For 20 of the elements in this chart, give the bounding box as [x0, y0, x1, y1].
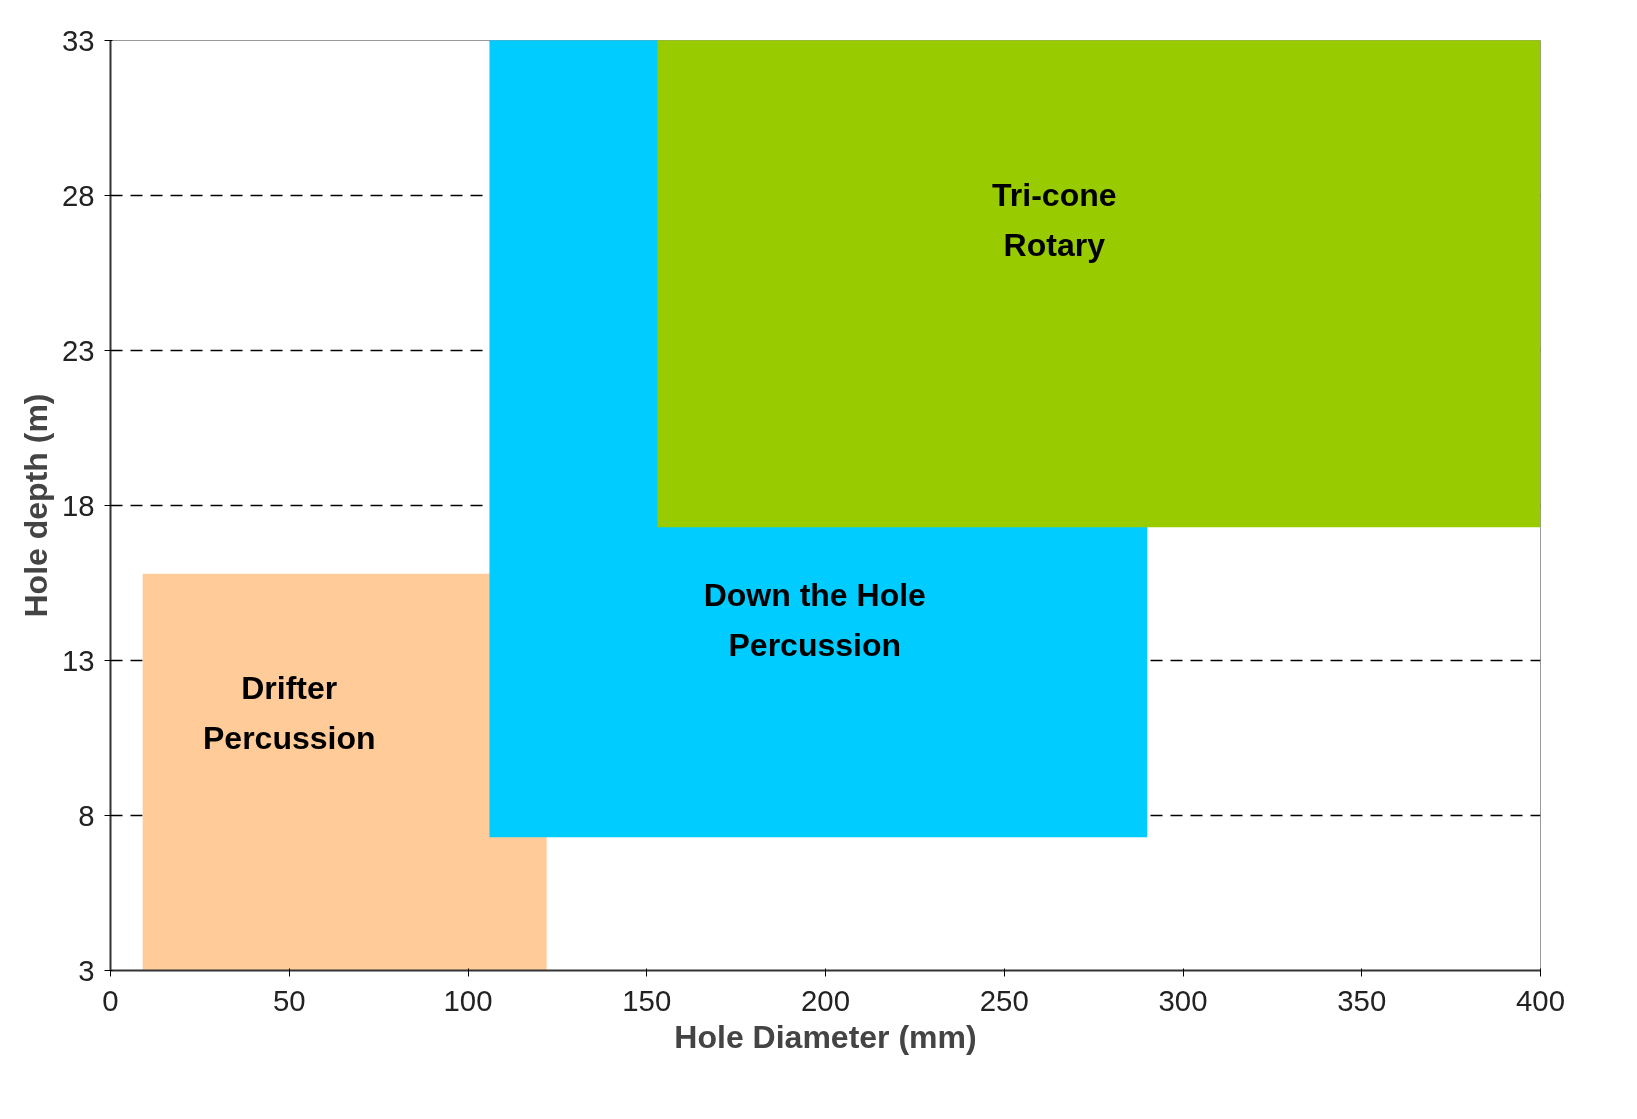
- x-tick-label: 0: [102, 983, 119, 1017]
- y-tick-label: 23: [61, 333, 95, 367]
- x-tick-label: 150: [622, 983, 672, 1017]
- x-tick-label: 250: [979, 983, 1029, 1017]
- annotation: Down the Hole Percussion: [703, 577, 926, 664]
- y-tick-label: 3: [78, 953, 95, 987]
- x-tick-label: 300: [1158, 983, 1208, 1017]
- annotation: Tri-cone Rotary: [992, 177, 1117, 264]
- y-axis-title: Hole depth (m): [17, 393, 54, 618]
- y-tick-label: 33: [61, 23, 95, 57]
- x-axis-title: Hole Diameter (mm): [674, 1018, 977, 1055]
- y-tick-label: 13: [61, 643, 95, 677]
- x-tick-label: 350: [1337, 983, 1387, 1017]
- y-tick-label: 8: [78, 798, 95, 832]
- x-tick-label: 100: [443, 983, 493, 1017]
- x-tick-label: 200: [801, 983, 850, 1017]
- x-tick-label: 50: [272, 983, 306, 1017]
- y-tick-label: 28: [61, 178, 95, 212]
- y-tick-label: 18: [61, 488, 95, 522]
- x-tick-label: 400: [1516, 983, 1565, 1017]
